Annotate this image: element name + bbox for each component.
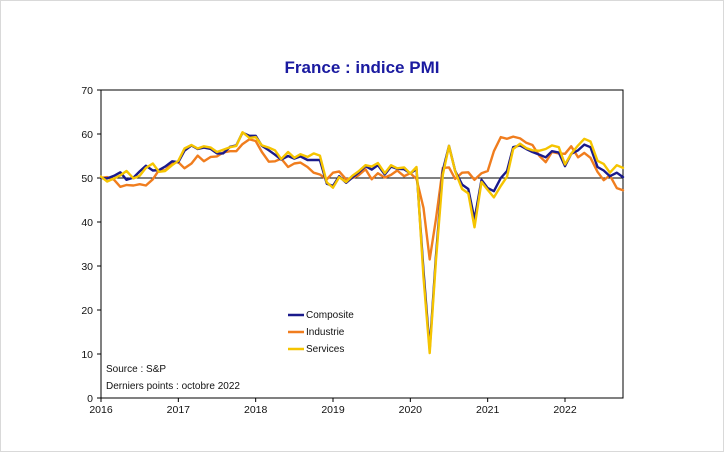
last-points-note: Derniers points : octobre 2022 <box>106 381 240 392</box>
x-tick-label: 2022 <box>553 404 577 416</box>
x-axis: 2016 2017 2018 2019 2020 2021 2022 <box>89 398 577 416</box>
legend-label-composite: Composite <box>306 310 354 321</box>
legend-label-industrie: Industrie <box>306 327 345 338</box>
x-tick-label: 2016 <box>89 404 113 416</box>
x-tick-label: 2020 <box>399 404 423 416</box>
series-line-services <box>99 130 625 355</box>
y-tick-label: 30 <box>81 261 93 273</box>
y-tick-label: 70 <box>81 85 93 97</box>
source-note: Source : S&P <box>106 364 166 375</box>
x-tick-label: 2018 <box>244 404 268 416</box>
x-tick-label: 2017 <box>167 404 191 416</box>
x-tick-label: 2021 <box>476 404 500 416</box>
y-tick-label: 40 <box>81 217 93 229</box>
y-tick-label: 20 <box>81 305 93 317</box>
legend-label-services: Services <box>306 344 344 355</box>
chart-title: France : indice PMI <box>284 58 440 77</box>
y-tick-label: 0 <box>87 393 93 405</box>
series-group <box>99 130 625 355</box>
y-tick-label: 60 <box>81 129 93 141</box>
y-tick-label: 10 <box>81 349 93 361</box>
x-tick-label: 2019 <box>321 404 345 416</box>
y-axis: 0 10 20 30 40 50 60 70 <box>81 85 101 405</box>
y-tick-label: 50 <box>81 173 93 185</box>
legend: Composite Industrie Services <box>288 310 354 355</box>
plot-area <box>100 89 624 399</box>
